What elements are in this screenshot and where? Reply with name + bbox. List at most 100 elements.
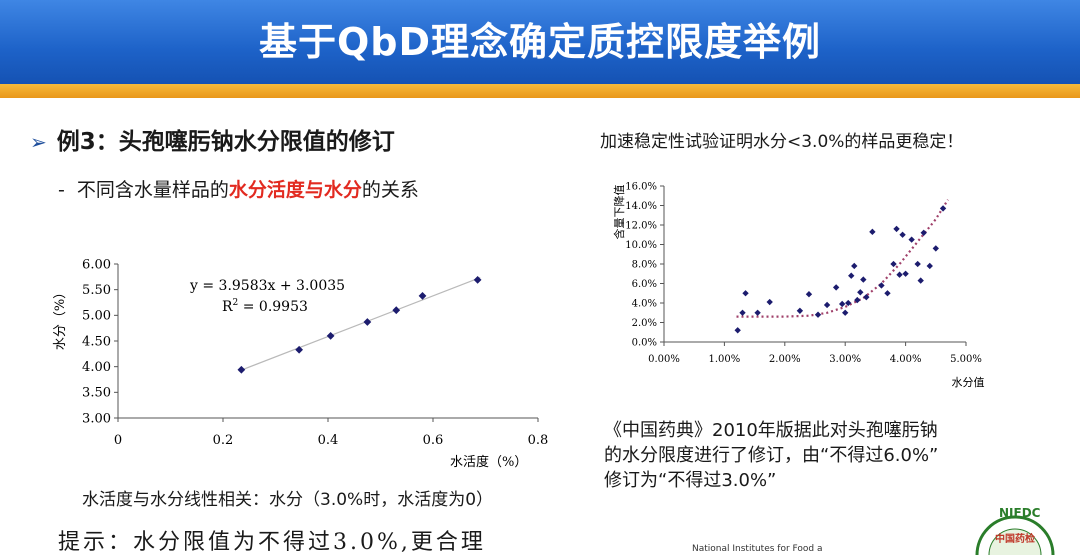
chart2-data-point	[796, 307, 804, 314]
chart1-tick-labels: 3.00 3.50 4.00 4.50 5.00 5.50 6.00 0 0.2 0.4 0.6 0.…	[82, 257, 548, 448]
chart1-r2: R2 = 0.9953	[222, 298, 308, 315]
chart1-x-tick-label: 0.4	[318, 433, 339, 448]
subtitle: - 不同含水量样品的水分活度与水分的关系	[58, 175, 419, 202]
chart2-data-point	[920, 229, 927, 236]
chart1-data-point	[363, 318, 372, 326]
conclusion-line-1: 《中国药典》2010年版据此对头孢噻肟钠	[604, 420, 938, 441]
chart2-data-point	[766, 298, 773, 306]
nifdc-logo: NIFDC 中国药检	[955, 496, 1075, 556]
chart2-data-point	[838, 300, 846, 308]
chart2-y-tick-label: 4.0%	[632, 298, 657, 309]
chart1-x-tick-label: 0	[114, 433, 122, 448]
example-title-text: 例3：头孢噻肟钠水分限值的修订	[56, 129, 395, 155]
chart2-data-point	[899, 231, 906, 238]
chart2-points	[734, 205, 947, 334]
chart1-r2-value: = 0.9953	[238, 299, 308, 315]
header-bar	[0, 0, 1080, 84]
subtitle-highlight: 水分活度与水分	[228, 179, 362, 201]
chart1-x-tick-label: 0.8	[528, 433, 549, 448]
chart2-data-point	[893, 225, 900, 233]
chart2-data-point	[851, 262, 858, 270]
chart1-xlabel: 水活度（%）	[450, 454, 527, 470]
chart2-x-tick-label: 0.00%	[648, 354, 680, 365]
chart2-data-point	[734, 327, 741, 334]
chart2-data-point	[932, 245, 939, 252]
subtitle-prefix: 不同含水量样品的	[76, 179, 229, 201]
conclusion-line-3: 修订为“不得过3.0%”	[604, 470, 777, 491]
left-caption: 水活度与水分线性相关：水分（3.0%时，水活度为0）	[82, 490, 494, 510]
chart2-data-point	[908, 236, 915, 243]
arrow-bullet-icon: ➢	[30, 130, 47, 154]
chart2-data-point	[848, 272, 855, 279]
chart2-xlabel: 水分值	[952, 376, 985, 389]
chart1-y-tick-label: 6.00	[82, 257, 111, 272]
chart2-data-point	[842, 309, 849, 316]
chart2-x-tick-label: 1.00%	[709, 354, 741, 365]
chart2-y-tick-label: 8.0%	[632, 259, 657, 270]
chart1-y-tick-label: 5.50	[82, 283, 111, 298]
chart2-data-point	[832, 284, 840, 291]
chart1-equation: y = 3.9583x + 3.0035	[189, 278, 345, 294]
nifdc-logo-icon	[975, 515, 1055, 556]
chart2-axes	[660, 185, 967, 346]
chart2-data-point	[805, 291, 813, 298]
chart2-data-point	[896, 271, 903, 278]
chart2-data-point	[754, 309, 761, 316]
subtitle-suffix: 的关系	[361, 179, 419, 201]
chart1-x-tick-label: 0.2	[213, 433, 234, 448]
dash-bullet-icon: -	[58, 179, 65, 201]
chart1-y-tick-label: 3.50	[82, 386, 111, 401]
chart2-data-point	[890, 260, 897, 268]
chart2-y-tick-label: 10.0%	[625, 240, 657, 251]
conclusion-line-2: 的水分限度进行了修订，由“不得过6.0%”	[604, 445, 939, 466]
chart2-y-tick-label: 2.0%	[632, 318, 657, 329]
chart1-data-point	[295, 345, 304, 354]
chart2-trendline	[736, 199, 949, 318]
chart1-r2-sup: 2	[233, 298, 239, 308]
chart2-y-tick-label: 6.0%	[632, 279, 657, 290]
chart1-x-tick-label: 0.6	[423, 433, 444, 448]
chart2-data-point	[878, 282, 885, 289]
chart1-y-tick-label: 4.50	[82, 334, 111, 349]
chart1-y-tick-label: 4.00	[82, 360, 111, 375]
chart1-data-point	[418, 291, 427, 300]
seal-text: NIFDC	[999, 506, 1041, 520]
chart2-trend-curve	[736, 199, 949, 318]
chart1-points	[237, 276, 482, 374]
chart1-data-point	[473, 276, 482, 284]
chart2-data-point	[926, 262, 933, 270]
chart2-tick-labels: 0.0% 2.0% 4.0% 6.0% 8.0% 10.0% 12.0% 14.0% 16.0%…	[625, 181, 982, 365]
chart1-y-tick-label: 5.00	[82, 309, 111, 324]
chart2-data-point	[814, 311, 822, 318]
chart2-data-point	[902, 270, 909, 277]
chart2-data-point	[884, 290, 891, 297]
header-stripe	[0, 84, 1080, 98]
chart2-data-point	[823, 301, 831, 309]
conclusion-text: 《中国药典》2010年版据此对头孢噻肟钠 的水分限度进行了修订，由“不得过6.0…	[604, 418, 1044, 493]
chart1-axes	[114, 263, 539, 422]
chart2-data-point	[939, 205, 947, 212]
chart2-data-point	[914, 260, 921, 268]
chart2-data-point	[869, 228, 876, 236]
chart2-y-tick-label: 16.0%	[625, 181, 657, 192]
chart2-data-point	[739, 309, 746, 316]
institute-text: National Institutes for Food a	[692, 544, 823, 554]
chart2-y-tick-label: 14.0%	[625, 201, 657, 212]
chart2-ylabel: 含量下降值	[612, 185, 626, 240]
chart1-trend-line	[238, 277, 481, 372]
chart1-data-point	[326, 331, 335, 340]
chart2-data-point	[860, 276, 867, 283]
chart2-y-tick-label: 12.0%	[625, 220, 657, 231]
chart1-r2-label: R	[222, 299, 233, 315]
chart2-data-point	[857, 289, 864, 296]
chart2-data-point	[742, 290, 749, 297]
chart1-data-point	[392, 306, 401, 315]
slide-title: 基于QbD理念确定质控限度举例	[258, 20, 822, 64]
chart2-y-tick-label: 0.0%	[632, 337, 657, 348]
hint-text: 提示：水分限值为不得过3.0%,更合理	[58, 530, 486, 555]
chart2-x-tick-label: 2.00%	[769, 354, 801, 365]
chart2-x-tick-label: 3.00%	[829, 354, 861, 365]
chart2-x-tick-label: 5.00%	[950, 354, 982, 365]
